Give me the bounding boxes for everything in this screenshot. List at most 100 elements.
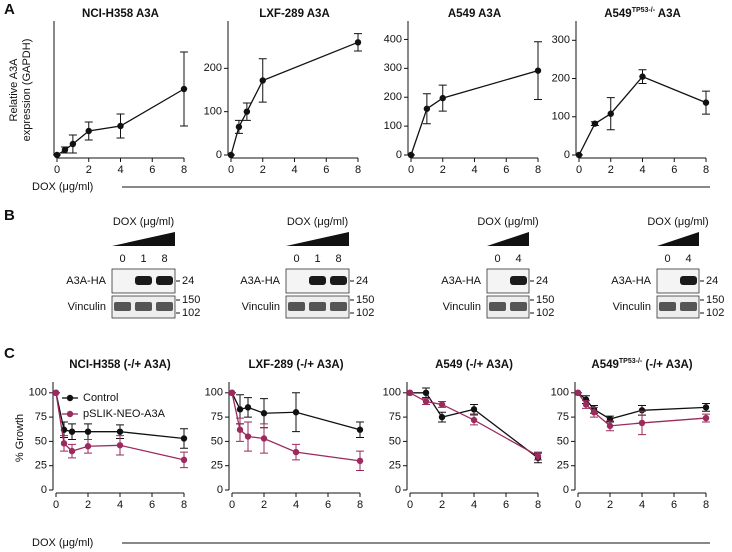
x-tick-label: 6	[149, 164, 155, 176]
data-point	[638, 407, 646, 414]
row-label: Vinculin	[242, 301, 280, 313]
y-tick-label: 100	[204, 106, 222, 118]
dox-label: DOX (μg/ml)	[647, 216, 708, 228]
chart-title: LXF-289 A3A	[259, 8, 330, 20]
data-point	[260, 410, 268, 417]
title-part: A549	[591, 359, 619, 371]
lane-label: 4	[515, 253, 521, 265]
y-tick-label: 100	[205, 387, 223, 399]
x-tick-label: 6	[503, 164, 509, 176]
panel-label: A	[4, 1, 15, 18]
data-point	[574, 389, 582, 397]
data-point	[227, 151, 235, 159]
y-tick-label: 100	[29, 387, 47, 399]
x-tick-label: 8	[357, 499, 363, 511]
y-tick-label: 75	[35, 411, 47, 423]
y-tick-label: 0	[217, 484, 223, 496]
x-tick-label: 6	[671, 164, 677, 176]
marker-label: 150	[356, 294, 374, 306]
data-point	[60, 440, 68, 447]
panel-label: C	[4, 345, 15, 362]
row-label: A3A-HA	[66, 275, 106, 287]
chart-title: A549 A3A	[448, 8, 501, 20]
x-tick-label: 2	[86, 164, 92, 176]
y-tick-label: 300	[384, 62, 402, 74]
title-part: TP53-/-	[619, 358, 643, 365]
x-tick-label: 4	[293, 499, 299, 511]
data-point	[116, 442, 124, 449]
panel-label: B	[4, 207, 15, 224]
title-part: A549 (-/+ A3A)	[435, 359, 513, 371]
x-tick-label: 2	[85, 499, 91, 511]
x-tick-label: 6	[323, 164, 329, 176]
lane-label: 0	[293, 253, 299, 265]
band	[330, 276, 347, 285]
x-tick-label: 4	[117, 499, 123, 511]
y-tick-label: 200	[552, 72, 570, 84]
x-tick-label: 2	[607, 499, 613, 511]
x-tick-label: 0	[407, 499, 413, 511]
band	[680, 276, 697, 285]
row-label: Vinculin	[68, 301, 106, 313]
data-point	[407, 151, 415, 159]
dose-triangle	[112, 232, 175, 246]
data-point	[702, 404, 710, 411]
title-part: (-/+ A3A)	[642, 359, 693, 371]
x-tick-label: 8	[181, 499, 187, 511]
data-point	[243, 108, 251, 115]
data-point	[116, 428, 124, 435]
legend-label: Control	[83, 392, 118, 404]
x-tick-label: 0	[53, 499, 59, 511]
data-point	[582, 401, 590, 408]
data-point	[534, 452, 542, 460]
x-tick-label: 0	[54, 164, 60, 176]
x-tick-label: 8	[181, 164, 187, 176]
data-point	[84, 443, 92, 450]
y-tick-label: 200	[384, 91, 402, 103]
x-tick-label: 0	[229, 499, 235, 511]
band	[309, 276, 326, 285]
series-line	[231, 392, 361, 462]
y-tick-label: 75	[211, 411, 223, 423]
band	[156, 302, 173, 311]
data-point	[423, 105, 431, 112]
chart-title: NCI-H358 (-/+ A3A)	[69, 359, 171, 371]
x-tick-label: 2	[439, 499, 445, 511]
y-tick-label: 0	[216, 149, 222, 161]
title-part: TP53-/-	[632, 7, 656, 14]
data-point	[639, 73, 646, 80]
data-point	[590, 409, 598, 416]
y-tick-label: 25	[211, 460, 223, 472]
data-point	[236, 406, 244, 413]
lane-label: 1	[314, 253, 320, 265]
marker-label: 150	[536, 294, 554, 306]
data-point	[292, 409, 300, 416]
row-label: Vinculin	[443, 301, 481, 313]
y-tick-label: 75	[557, 411, 569, 423]
y-tick-label: 25	[35, 460, 47, 472]
data-point	[422, 398, 430, 405]
lane-label: 0	[494, 253, 500, 265]
y-tick-label: 400	[384, 33, 402, 45]
lane-label: 1	[140, 253, 146, 265]
band	[510, 276, 527, 285]
dose-triangle	[657, 232, 699, 246]
x-tick-label: 2	[440, 164, 446, 176]
chart-title: NCI-H358 A3A	[82, 8, 159, 20]
data-point	[470, 406, 478, 413]
band	[510, 302, 527, 311]
legend-marker	[66, 394, 74, 402]
marker-label: 24	[706, 275, 718, 287]
lane-label: 0	[119, 253, 125, 265]
x-tick-label: 8	[535, 499, 541, 511]
x-tick-label: 4	[639, 499, 645, 511]
y-tick-label: 0	[564, 149, 570, 161]
y-tick-label: 0	[563, 484, 569, 496]
x-tick-label: 2	[261, 499, 267, 511]
data-point	[591, 120, 599, 127]
data-point	[69, 140, 77, 148]
data-point	[354, 39, 362, 46]
dose-triangle	[487, 232, 529, 246]
data-point	[439, 94, 446, 102]
